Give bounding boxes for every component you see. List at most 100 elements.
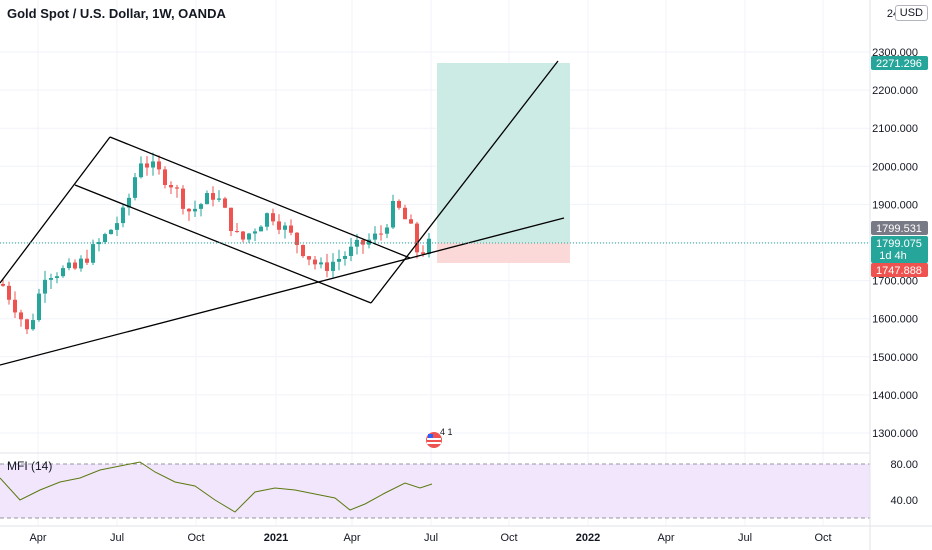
candle-body xyxy=(127,197,131,208)
candle-body xyxy=(7,285,11,300)
time-label: Jul xyxy=(110,532,124,544)
candle-body xyxy=(43,279,47,294)
candle-body xyxy=(181,188,185,209)
candle-body xyxy=(67,262,71,269)
mfi-line xyxy=(0,461,433,513)
candle-body xyxy=(61,268,65,277)
time-label: Oct xyxy=(187,532,204,544)
mfi-tick-40: 40.00 xyxy=(890,495,918,507)
candle-body xyxy=(121,207,125,224)
time-label: 2022 xyxy=(576,532,600,544)
mfi-indicator-label[interactable]: MFI (14) xyxy=(7,459,53,473)
symbol-title[interactable]: Gold Spot / U.S. Dollar, 1W, OANDA xyxy=(7,6,226,21)
candle-body xyxy=(37,293,41,321)
candle-body xyxy=(313,259,317,265)
candle-body xyxy=(277,221,281,230)
time-label: 2021 xyxy=(264,532,288,544)
time-label: Jul xyxy=(424,532,438,544)
candle-body xyxy=(361,239,365,245)
candle-body xyxy=(301,245,305,257)
candle-body xyxy=(91,244,95,263)
candle-body xyxy=(157,161,161,170)
candle-body xyxy=(325,262,329,271)
currency-button[interactable]: USD xyxy=(894,5,928,21)
stop-zone[interactable] xyxy=(437,243,570,263)
price-axis[interactable]: 2300.0002200.0002100.0002000.0001900.000… xyxy=(872,47,918,440)
mfi-tick-80: 80.00 xyxy=(890,459,918,471)
candle-body xyxy=(397,200,401,208)
events-marker[interactable]: 4 1 xyxy=(426,427,453,448)
candle-body xyxy=(235,231,239,233)
candle-body xyxy=(415,223,419,253)
candle-body xyxy=(1,283,5,286)
events-count: 4 1 xyxy=(440,427,453,437)
price-tick: 1900.000 xyxy=(872,199,918,211)
trendlines[interactable] xyxy=(0,60,565,366)
time-label: Oct xyxy=(500,532,517,544)
candle-body xyxy=(115,223,119,230)
time-label: Jul xyxy=(738,532,752,544)
candle-body xyxy=(259,226,263,232)
candle-body xyxy=(349,246,353,256)
candle-body xyxy=(265,213,269,227)
time-axis[interactable]: Apr Jul Oct 2021 Apr Jul Oct 2022 Apr Jul Oct xyxy=(29,532,831,544)
svg-text:1799.075: 1799.075 xyxy=(876,238,922,250)
channel-bottom-line[interactable] xyxy=(74,184,372,304)
candle-body xyxy=(199,204,203,209)
candle-body xyxy=(211,193,215,200)
time-label: Apr xyxy=(657,532,674,544)
candle-body xyxy=(187,208,191,212)
candle-body xyxy=(409,219,413,224)
candle-body xyxy=(31,320,35,330)
candle-body xyxy=(13,299,17,313)
price-tick: 1700.000 xyxy=(872,276,918,288)
target-zone[interactable] xyxy=(437,63,570,243)
candle-body xyxy=(163,169,167,185)
price-tick: 1400.000 xyxy=(872,390,918,402)
candle-body xyxy=(247,233,251,240)
last-price-badge: 1799.075 1d 4h xyxy=(871,236,928,263)
candle-body xyxy=(283,225,287,230)
price-tick: 2200.000 xyxy=(872,85,918,97)
candle-body xyxy=(193,208,197,212)
svg-text:1799.531: 1799.531 xyxy=(876,223,922,235)
candle-body xyxy=(229,207,233,232)
candle-body xyxy=(373,233,377,240)
candle-body xyxy=(385,227,389,234)
candle-body xyxy=(319,262,323,265)
channel-top-line[interactable] xyxy=(109,136,411,259)
candle-body xyxy=(421,252,425,254)
support-line[interactable] xyxy=(0,217,565,366)
candle-body xyxy=(49,277,53,280)
candle-body xyxy=(337,258,341,262)
candle-body xyxy=(427,238,431,254)
candle-body xyxy=(73,262,77,269)
candle-body xyxy=(343,255,347,259)
channel-upper-left-line[interactable] xyxy=(0,136,111,284)
candle-body xyxy=(103,234,107,242)
close-price-badge: 1799.531 xyxy=(871,221,928,235)
candle-body xyxy=(295,232,299,246)
candle-body xyxy=(289,225,293,233)
candle-body xyxy=(79,258,83,269)
candle-body xyxy=(217,198,221,200)
candle-body xyxy=(205,193,209,205)
candle-body xyxy=(151,161,155,168)
candle-body xyxy=(25,319,29,330)
candle-body xyxy=(19,312,23,320)
breakout-line[interactable] xyxy=(370,60,559,304)
candle-body xyxy=(109,229,113,235)
candle-body xyxy=(307,256,311,260)
candle-body xyxy=(253,231,257,234)
candle-body xyxy=(241,231,245,240)
candle-body xyxy=(133,177,137,198)
bar-countdown: 1d 4h xyxy=(879,250,907,262)
candle-body xyxy=(139,163,143,178)
candle-body xyxy=(223,198,227,208)
candle-body xyxy=(145,163,149,168)
candle-body xyxy=(175,187,179,189)
svg-text:2271.296: 2271.296 xyxy=(876,58,922,70)
candle-body xyxy=(403,207,407,220)
